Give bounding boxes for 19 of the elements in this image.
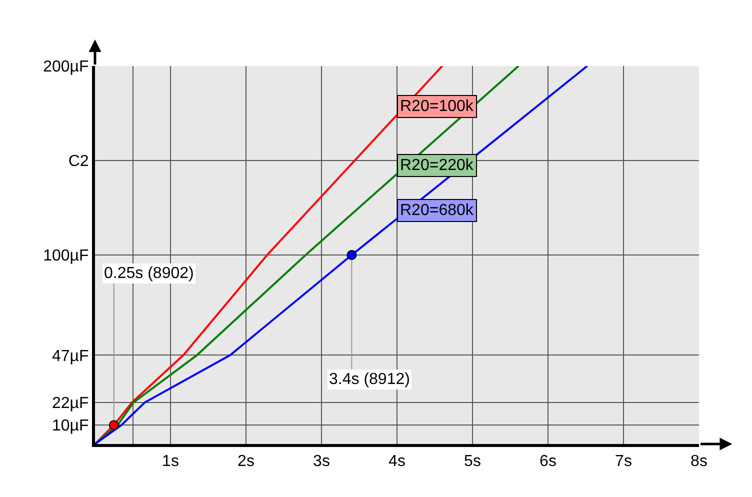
x-tick-label: 4s — [388, 453, 406, 470]
y-tick-label: C2 — [68, 153, 89, 170]
series-label: R20=100k — [400, 98, 474, 115]
series-label: R20=680k — [400, 202, 474, 219]
x-tick-label: 7s — [615, 453, 632, 470]
y-tick-label: 100µF — [43, 248, 90, 265]
x-tick-label: 6s — [540, 453, 556, 470]
x-tick-label: 5s — [464, 453, 481, 470]
y-tick-label: 22µF — [52, 395, 90, 412]
annotation: 0.25s (8902) — [104, 265, 194, 282]
x-tick-label: 3s — [313, 453, 330, 470]
y-tick-label: 47µF — [52, 348, 90, 365]
x-tick-label: 8s — [690, 453, 708, 470]
y-tick-label: 200µF — [43, 58, 90, 76]
annotation: 3.4s (8912) — [329, 371, 410, 388]
y-tick-label: 10µF — [52, 418, 90, 435]
series-label: R20=220k — [400, 157, 474, 174]
x-tick-label: 2s — [238, 453, 254, 470]
x-tick-label: 1s — [162, 453, 179, 470]
